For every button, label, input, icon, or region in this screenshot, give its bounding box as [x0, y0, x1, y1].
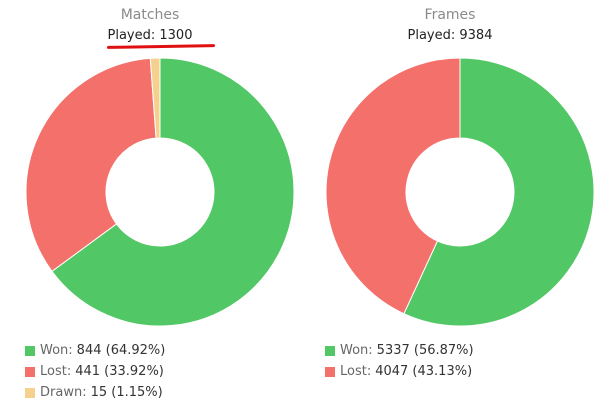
legend-label: Drawn: [40, 385, 87, 400]
legend-value: 5337 (56.87%) [376, 343, 474, 358]
frames-donut-chart [325, 57, 595, 327]
pie-slice-won [51, 57, 295, 327]
matches-legend: Won: 844 (64.92%) Lost: 441 (33.92%) Drawn: 1… [25, 340, 165, 403]
legend-swatch [325, 345, 335, 356]
matches-donut-chart [25, 57, 295, 327]
legend-label: Lost: [340, 364, 372, 379]
legend-swatch [25, 366, 35, 377]
legend-value: 15 (1.15%) [90, 385, 163, 400]
legend-item-lost: Lost: 4047 (43.13%) [325, 361, 474, 382]
pie-slice-lost [325, 57, 461, 315]
legend-swatch [325, 366, 335, 377]
pie-slice-drawn [149, 57, 161, 139]
chart-title: Frames [424, 7, 476, 23]
chart-subtitle: Played: 9384 [407, 28, 493, 43]
chart-subtitle: Played: 1300 [107, 28, 193, 43]
legend-item-drawn: Drawn: 15 (1.15%) [25, 382, 165, 403]
legend-value: 844 (64.92%) [76, 343, 166, 358]
legend-swatch [25, 387, 35, 398]
legend-label: Won: [40, 343, 73, 358]
legend-item-won: Won: 5337 (56.87%) [325, 340, 474, 361]
frames-panel: Frames Played: 9384 Won: 5337 (56.87%) Los… [300, 0, 600, 400]
pie-slice-lost [25, 57, 157, 272]
red-underline-annotation [106, 44, 216, 49]
matches-panel: Matches Played: 1300 Won: 844 (64.92%) Los… [0, 0, 300, 400]
legend-value: 441 (33.92%) [75, 364, 164, 379]
legend-item-won: Won: 844 (64.92%) [25, 340, 165, 361]
chart-title: Matches [120, 7, 180, 23]
legend-swatch [25, 345, 35, 356]
legend-item-lost: Lost: 441 (33.92%) [25, 361, 165, 382]
frames-legend: Won: 5337 (56.87%) Lost: 4047 (43.13%) [325, 340, 474, 382]
legend-value: 4047 (43.13%) [375, 364, 473, 379]
pie-slice-won [403, 57, 595, 327]
legend-label: Won: [340, 343, 373, 358]
legend-label: Lost: [40, 364, 72, 379]
